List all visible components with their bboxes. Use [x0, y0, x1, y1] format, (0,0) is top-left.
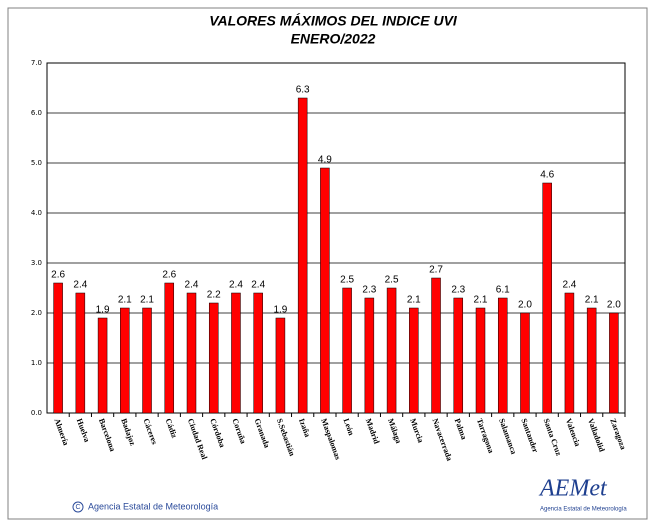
value-label: 2.4: [185, 280, 199, 291]
y-tick-label: 5.0: [31, 159, 42, 167]
bar: [164, 282, 175, 414]
bar: [208, 302, 219, 414]
bar: [97, 317, 108, 414]
copyright-letter: C: [75, 504, 80, 511]
value-label: 2.1: [118, 295, 132, 306]
bar: [275, 317, 286, 414]
value-label: 2.1: [585, 295, 599, 306]
y-tick-label: 4.0: [31, 209, 42, 217]
bar: [386, 287, 397, 414]
bar: [142, 307, 152, 414]
bar: [475, 307, 486, 414]
y-tick-label: 1.0: [31, 359, 42, 367]
bar: [253, 292, 263, 414]
value-label: 1.9: [273, 305, 287, 316]
value-label: 2.7: [429, 265, 443, 276]
y-tick-label: 0.0: [31, 409, 42, 417]
chart-subtitle: ENERO/2022: [291, 31, 376, 47]
value-label: 2.1: [474, 295, 488, 306]
value-label: 2.0: [518, 300, 532, 311]
value-label: 2.1: [407, 295, 421, 306]
bar: [564, 292, 575, 414]
logo-subtitle: Agencia Estatal de Meteorología: [540, 507, 627, 513]
y-tick-label: 2.0: [31, 309, 42, 317]
value-label: 2.5: [340, 275, 354, 286]
bar: [75, 292, 86, 414]
value-label: 4.9: [318, 155, 332, 166]
bar: [431, 277, 441, 414]
bar: [186, 292, 197, 414]
bar: [409, 307, 419, 414]
y-tick-label: 6.0: [31, 109, 42, 117]
bar: [342, 287, 352, 414]
value-label: 2.4: [229, 280, 243, 291]
logo: AEMet: [538, 476, 608, 502]
bar: [231, 292, 241, 414]
value-label: 1.9: [96, 305, 110, 316]
bar: [297, 97, 308, 414]
value-label: 2.4: [251, 280, 265, 291]
value-label: 6.3: [296, 85, 310, 96]
copyright-icon: [72, 501, 84, 513]
footer: Agencia Estatal de Meteorología: [88, 501, 218, 511]
value-label: 2.5: [385, 275, 399, 286]
bar: [542, 182, 552, 414]
value-label: 4.6: [540, 170, 554, 181]
value-label: 2.6: [162, 270, 176, 281]
bar: [120, 307, 130, 414]
bar: [609, 312, 619, 414]
value-label: 2.3: [451, 285, 465, 296]
value-label: 2.1: [140, 295, 154, 306]
value-label: 2.6: [51, 270, 65, 281]
bar: [53, 282, 63, 414]
bar: [364, 297, 375, 414]
bar: [586, 307, 597, 414]
bar: [320, 167, 330, 414]
y-tick-label: 7.0: [31, 59, 42, 67]
y-tick-label: 3.0: [31, 259, 42, 267]
value-label: 2.4: [73, 280, 87, 291]
bar: [520, 312, 530, 414]
bar: [453, 297, 464, 414]
value-label: 6.1: [496, 285, 510, 296]
value-label: 2.4: [562, 280, 576, 291]
chart-title: VALORES MÁXIMOS DEL INDICE UVI: [209, 13, 458, 29]
value-label: 2.0: [607, 300, 621, 311]
bar: [497, 297, 508, 414]
value-label: 2.2: [207, 290, 221, 301]
value-label: 2.3: [362, 285, 376, 296]
